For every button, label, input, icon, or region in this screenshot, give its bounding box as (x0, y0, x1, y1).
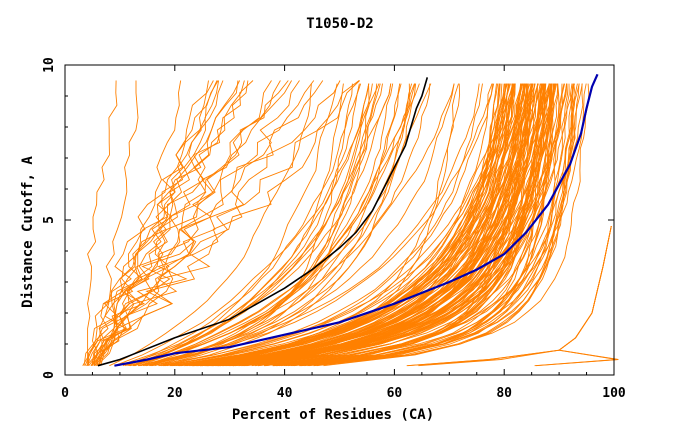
model-curve (207, 83, 501, 367)
y-axis-label: Distance Cutoff, A (20, 156, 36, 308)
model-curve (299, 83, 556, 367)
y-tick-label: 5 (42, 216, 57, 224)
model-curve (196, 83, 541, 367)
model-curve (244, 83, 552, 367)
model-curve (418, 226, 612, 367)
y-axis-ticks: 0 5 10 (42, 57, 614, 379)
x-tick-label: 40 (277, 386, 293, 401)
model-curve (292, 83, 570, 367)
model-curve (140, 83, 415, 367)
model-curve (86, 80, 249, 366)
y-tick-label: 10 (42, 57, 57, 73)
model-curve (212, 83, 553, 367)
x-tick-label: 80 (496, 386, 512, 401)
model-curve (134, 83, 416, 367)
model-curve (276, 83, 568, 367)
model-curve (290, 83, 580, 367)
model-curve (201, 83, 510, 367)
model-curve (178, 83, 507, 367)
model-curve (216, 83, 522, 367)
black-highlight-curve (97, 77, 429, 367)
model-curve (534, 226, 618, 367)
model-curve (149, 83, 394, 367)
model-curve (184, 83, 516, 367)
x-tick-label: 20 (167, 386, 183, 401)
model-curve (179, 83, 511, 367)
model-curve (95, 80, 315, 366)
model-curve (133, 83, 338, 367)
highlight-curves-layer (97, 73, 599, 367)
model-curve (194, 83, 516, 367)
model-curve (127, 83, 360, 367)
model-curve (200, 83, 547, 367)
model-curve (122, 83, 392, 367)
model-curve (193, 83, 459, 367)
model-curve (164, 83, 505, 367)
model-curve (137, 83, 401, 367)
x-axis-label: Percent of Residues (CA) (232, 407, 434, 423)
model-curve (146, 83, 370, 367)
model-curve (186, 83, 493, 367)
model-curve (93, 80, 224, 367)
model-curve (144, 83, 455, 367)
model-curve (96, 80, 245, 367)
x-tick-label: 100 (602, 386, 626, 401)
model-curve (280, 83, 574, 367)
model-curve (159, 83, 483, 367)
model-curve (241, 83, 532, 367)
blue-highlight-curve (114, 73, 599, 367)
model-curve (192, 83, 501, 367)
y-tick-label: 0 (42, 371, 57, 379)
model-curve (94, 80, 341, 366)
model-curve (138, 83, 431, 367)
model-curve (139, 83, 495, 367)
model-curve (114, 83, 373, 367)
model-curve (227, 83, 550, 367)
model-curve (133, 83, 455, 367)
model-curve (209, 83, 528, 367)
model-curve (181, 83, 497, 367)
model-curve (124, 83, 344, 367)
model-curve (200, 83, 555, 367)
chart-title: T1050-D2 (306, 16, 373, 32)
model-curve (90, 80, 324, 367)
model-curve (100, 80, 220, 366)
model-curve (204, 83, 568, 367)
model-curve (138, 83, 420, 367)
x-axis-ticks: 0 20 40 60 80 100 (61, 65, 626, 401)
model-curve (91, 80, 241, 366)
model-curve (213, 83, 533, 367)
model-curve (93, 80, 254, 366)
x-tick-label: 60 (387, 386, 403, 401)
model-curve (87, 80, 118, 366)
model-curve (217, 83, 539, 367)
model-curve (294, 83, 583, 367)
curves-layer (82, 80, 619, 367)
x-tick-label: 0 (61, 386, 69, 401)
model-curve (316, 83, 573, 367)
model-curve (307, 83, 590, 367)
model-curve (91, 80, 219, 366)
model-curve (109, 83, 312, 367)
model-curve (151, 83, 515, 367)
model-curve (300, 83, 584, 367)
model-curve (83, 80, 214, 366)
model-curve (277, 83, 542, 367)
model-curve (88, 80, 281, 366)
model-curve (166, 83, 493, 367)
model-curve (264, 83, 575, 367)
model-curve (96, 80, 139, 366)
model-curve (146, 83, 480, 367)
model-curve (154, 83, 353, 367)
model-curve (86, 80, 361, 367)
model-curve (151, 83, 370, 367)
model-curve (202, 83, 535, 367)
